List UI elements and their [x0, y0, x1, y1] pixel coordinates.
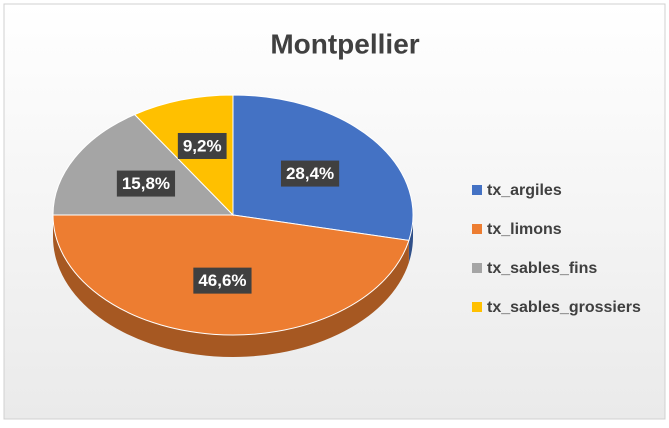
data-label: 9,2%	[177, 132, 227, 159]
data-label: 28,4%	[280, 160, 340, 187]
legend-label: tx_sables_grossiers	[487, 299, 641, 316]
legend-label: tx_argiles	[487, 182, 562, 199]
slice-side	[53, 215, 409, 357]
data-label-text: 15,8%	[122, 174, 170, 193]
data-label-text: 28,4%	[286, 164, 334, 183]
legend-swatch	[472, 302, 482, 312]
legend-label: tx_limons	[487, 221, 562, 238]
legend-label: tx_sables_fins	[487, 260, 597, 277]
data-label: 15,8%	[116, 170, 176, 197]
chart-title: Montpellier	[270, 28, 419, 59]
slice-side	[408, 215, 413, 263]
data-label-text: 9,2%	[183, 136, 222, 155]
data-label: 46,6%	[193, 267, 252, 294]
data-label-box	[193, 267, 252, 294]
slice	[52, 113, 235, 216]
data-label-text: 46,6%	[198, 271, 246, 290]
legend-swatch	[472, 263, 482, 273]
data-label-box	[280, 160, 340, 187]
legend-swatch	[472, 224, 482, 234]
data-label-box	[116, 170, 176, 197]
data-label-box	[177, 132, 227, 159]
legend-swatch	[472, 185, 482, 195]
